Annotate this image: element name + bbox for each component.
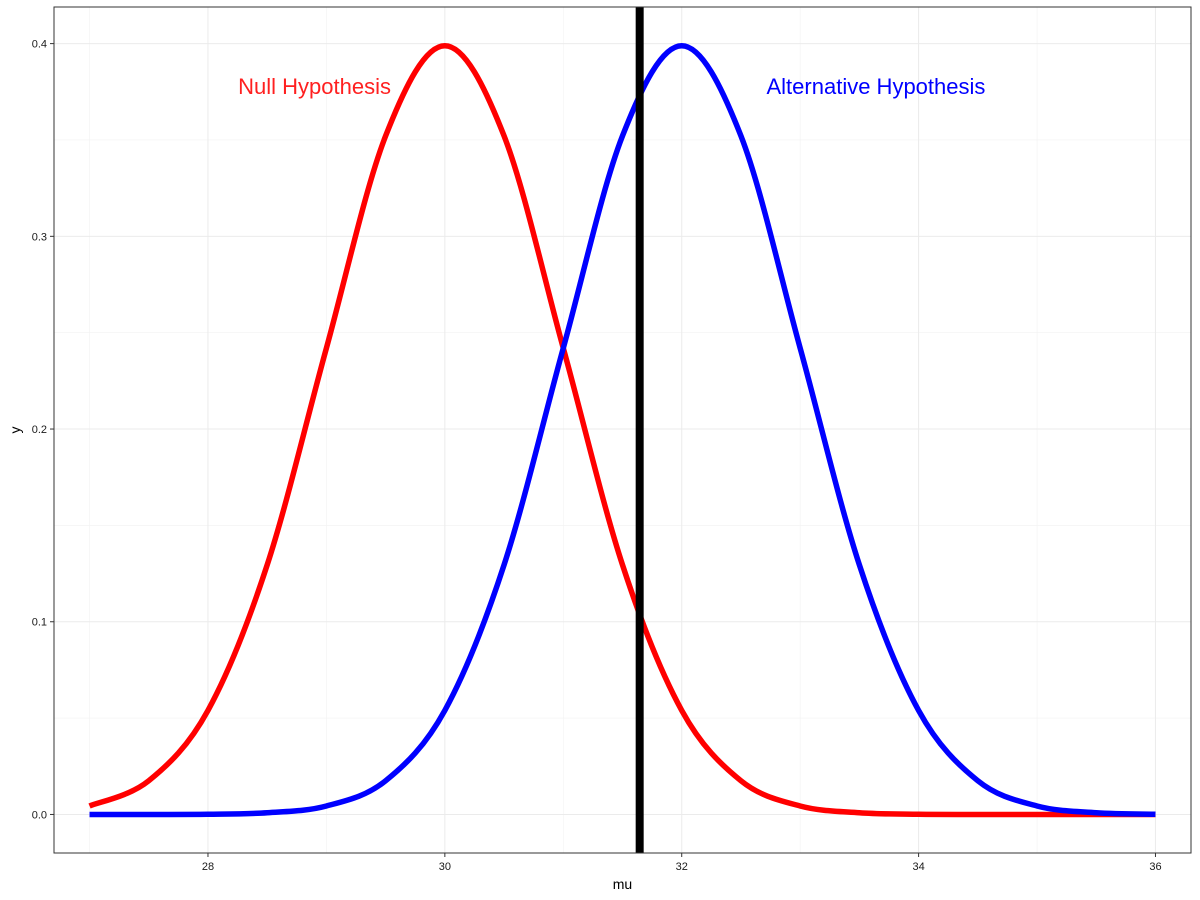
x-tick-label: 30: [439, 861, 451, 873]
x-axis: 28 30 32 34 36: [202, 853, 1162, 873]
alternative-hypothesis-label: Alternative Hypothesis: [767, 74, 986, 99]
y-tick-label: 0.0: [32, 809, 47, 821]
x-tick-label: 34: [912, 861, 924, 873]
x-tick-label: 28: [202, 861, 214, 873]
y-tick-label: 0.2: [32, 424, 47, 436]
plot-border: [53, 6, 1192, 854]
series-layer: [88, 42, 1156, 818]
y-axis: 0.0 0.1 0.2 0.3 0.4: [32, 39, 54, 821]
x-axis-title: mu: [613, 876, 632, 892]
minor-grid: [54, 7, 1191, 853]
plot-panel: [54, 7, 1191, 853]
y-tick-label: 0.1: [32, 617, 47, 629]
x-tick-label: 32: [676, 861, 688, 873]
y-tick-label: 0.3: [32, 231, 47, 243]
x-tick-label: 36: [1149, 861, 1161, 873]
annotation-layer: Null Hypothesis Alternative Hypothesis: [238, 74, 985, 99]
y-axis-title: y: [7, 427, 23, 434]
y-tick-label: 0.4: [32, 39, 47, 51]
null-hypothesis-label: Null Hypothesis: [238, 74, 391, 99]
series-line-2: [89, 42, 1156, 818]
